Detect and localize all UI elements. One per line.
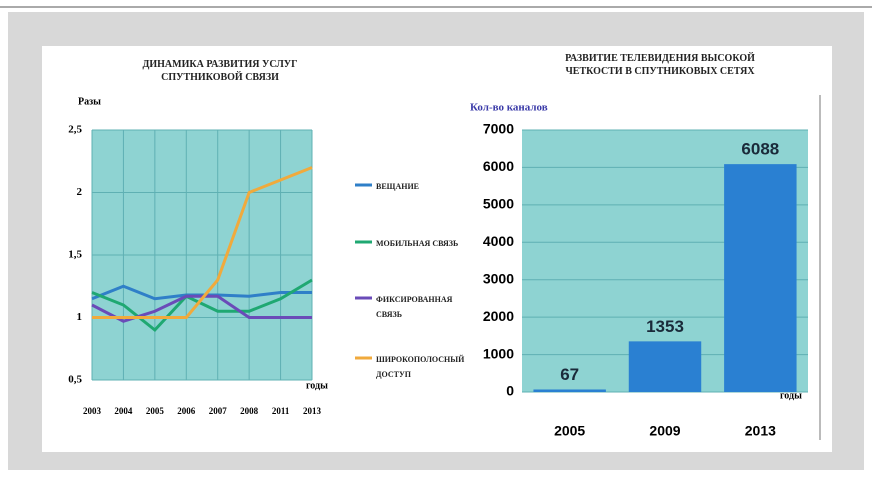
series-line bbox=[91, 294, 312, 323]
x-tick-label: 2005 bbox=[146, 406, 165, 416]
y-tick-label: 1,5 bbox=[68, 249, 82, 261]
y-tick-label: 5000 bbox=[483, 196, 514, 212]
x-tick-label: 2006 bbox=[177, 406, 196, 416]
x-tick-label: 2011 bbox=[272, 406, 290, 416]
y-tick-label: 4000 bbox=[483, 233, 514, 249]
y-tick-label: 0 bbox=[506, 383, 514, 399]
y-tick-label: 2 bbox=[77, 186, 83, 198]
x-tick-label: 2008 bbox=[240, 406, 259, 416]
x-tick-label: 2013 bbox=[303, 406, 322, 416]
y-tick-label: 3000 bbox=[483, 270, 514, 286]
x-tick-label: 2004 bbox=[114, 406, 133, 416]
y-tick-label: 1000 bbox=[483, 345, 514, 361]
x-axis-label: годы bbox=[780, 390, 802, 401]
x-axis-label: годы bbox=[306, 380, 328, 391]
y-tick-label: 2,5 bbox=[68, 124, 82, 136]
series-line bbox=[91, 278, 313, 333]
y-axis-label: Кол-во каналов bbox=[470, 102, 548, 114]
x-tick-label: 2013 bbox=[745, 423, 776, 439]
legend-label: ШИРОКОПОЛОСНЫЙ ДОСТУП bbox=[376, 355, 465, 379]
bar bbox=[724, 164, 797, 392]
y-tick-label: 1 bbox=[77, 311, 83, 323]
y-tick-label: 2000 bbox=[483, 308, 514, 324]
data-label: 67 bbox=[560, 365, 579, 384]
data-label: 1353 bbox=[646, 317, 684, 336]
legend-label: ВЕЩАНИЕ bbox=[376, 182, 420, 191]
x-tick-label: 2009 bbox=[649, 423, 680, 439]
bar bbox=[533, 389, 606, 392]
x-tick-label: 2005 bbox=[554, 423, 585, 439]
series-line bbox=[92, 166, 313, 319]
y-tick-label: 6000 bbox=[483, 158, 514, 174]
legend-label: МОБИЛЬНАЯ СВЯЗЬ bbox=[376, 239, 459, 248]
x-tick-label: 2007 bbox=[209, 406, 228, 416]
y-tick-label: 0,5 bbox=[68, 374, 82, 386]
y-tick-label: 7000 bbox=[483, 121, 514, 137]
chart-title: ДИНАМИКА РАЗВИТИЯ УСЛУГ СПУТНИКОВОЙ СВЯЗ… bbox=[142, 59, 298, 83]
data-label: 6088 bbox=[741, 140, 779, 159]
x-tick-label: 2003 bbox=[83, 406, 102, 416]
legend-label: ФИКСИРОВАННАЯ СВЯЗЬ bbox=[376, 295, 453, 319]
chart-title: РАЗВИТИЕ ТЕЛЕВИДЕНИЯ ВЫСОКОЙ ЧЕТКОСТИ В … bbox=[565, 53, 755, 77]
bar bbox=[628, 341, 702, 392]
y-axis-label: Разы bbox=[78, 96, 101, 107]
